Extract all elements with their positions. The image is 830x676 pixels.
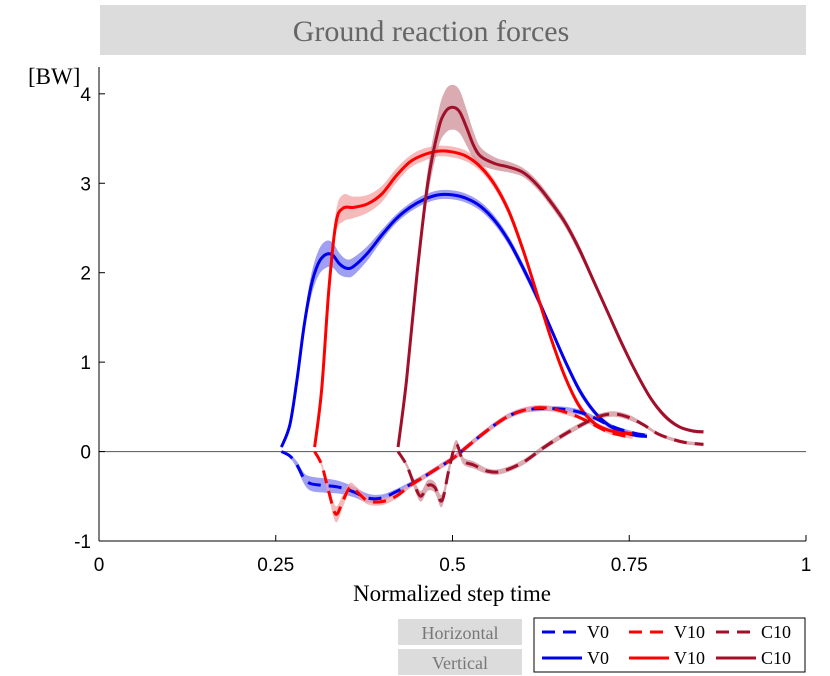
legend-tag-vertical: Vertical [432, 653, 488, 673]
x-axis-label: Normalized step time [353, 581, 551, 606]
band-c10-vertical [398, 84, 704, 449]
chart-title-bar [100, 5, 806, 55]
band-v10-vertical [314, 145, 633, 449]
line-c10-vertical [396, 105, 704, 448]
y-axis-unit-label: [BW] [28, 64, 80, 89]
legend: Horizontal Vertical V0 V10 C10 V0 V10 C10 [398, 617, 806, 675]
x-tick-label: 0.25 [257, 555, 294, 576]
axes [98, 67, 807, 542]
x-tick-label: 1 [801, 555, 812, 576]
y-tick-label: 3 [80, 174, 91, 195]
y-tick-label: 1 [80, 353, 91, 374]
series-lines [280, 105, 704, 516]
legend-entries: V0 V10 C10 V0 V10 C10 [542, 622, 791, 668]
y-tick-label: 4 [80, 85, 91, 106]
legend-tag-vertical-bg [398, 649, 522, 675]
legend-label-v0-vertical: V0 [587, 648, 609, 668]
x-tick-label: 0.5 [439, 555, 465, 576]
confidence-bands [281, 84, 704, 523]
legend-label-v0-horizontal: V0 [587, 622, 609, 642]
x-tick-label: 0 [94, 555, 105, 576]
legend-tag-horizontal-bg [398, 619, 522, 645]
y-tick-label: 2 [80, 264, 91, 285]
line-c10-horizontal [396, 412, 704, 503]
line-v0-vertical [280, 192, 648, 448]
legend-tag-horizontal: Horizontal [422, 623, 499, 643]
y-tick-label: -1 [74, 532, 91, 553]
legend-box [533, 617, 806, 673]
legend-label-v10-horizontal: V10 [674, 622, 705, 642]
y-tick-label: 0 [80, 443, 91, 464]
chart-title: Ground reaction forces [293, 15, 570, 48]
legend-label-c10-horizontal: C10 [761, 622, 791, 642]
legend-label-v10-vertical: V10 [674, 648, 705, 668]
legend-label-c10-vertical: C10 [761, 648, 791, 668]
line-v10-vertical [313, 149, 633, 448]
x-tick-label: 0.75 [611, 555, 648, 576]
